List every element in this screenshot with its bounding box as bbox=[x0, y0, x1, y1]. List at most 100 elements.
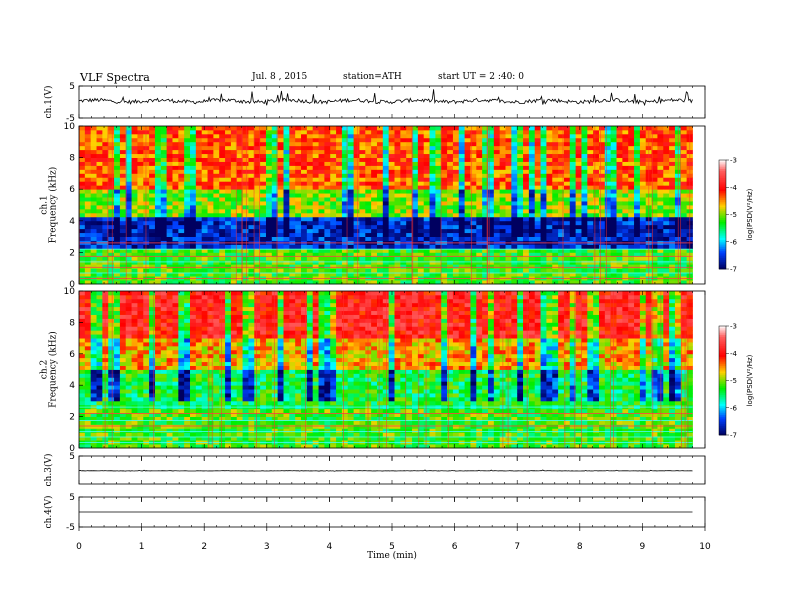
spectrogram-cell bbox=[330, 201, 337, 206]
spectrogram-cell bbox=[330, 252, 337, 257]
spectrogram-cell bbox=[172, 260, 179, 265]
spectrogram-cell bbox=[511, 181, 518, 186]
spectrogram-cell bbox=[569, 212, 577, 218]
spectrogram-cell bbox=[190, 137, 197, 143]
spectrogram-cell bbox=[365, 165, 372, 170]
spectrogram-cell bbox=[552, 236, 559, 241]
spectrogram-cell bbox=[569, 197, 577, 202]
spectrogram-cell bbox=[669, 216, 676, 222]
spectrogram-cell bbox=[499, 137, 506, 143]
spectrogram-cell bbox=[569, 137, 577, 143]
spectrogram-cell bbox=[154, 129, 162, 135]
spectrogram-cell bbox=[201, 161, 208, 166]
spectrogram-cell bbox=[225, 126, 232, 131]
spectrogram-cell bbox=[201, 197, 208, 202]
spectrogram-cell bbox=[190, 232, 197, 237]
spectrogram-cell bbox=[301, 149, 308, 155]
spectrogram-cell bbox=[248, 141, 255, 147]
spectrogram-cell bbox=[201, 193, 208, 198]
spectrogram-cell bbox=[376, 145, 384, 151]
spectrogram-cell bbox=[493, 272, 501, 277]
spectrogram-cell bbox=[230, 161, 238, 166]
spectrogram-cell bbox=[114, 161, 121, 166]
spectrogram-cell bbox=[96, 137, 103, 143]
spectrogram-cell bbox=[242, 141, 249, 147]
spectrogram-cell bbox=[382, 165, 390, 170]
spectrogram-cell bbox=[400, 205, 407, 210]
spectrogram-cell bbox=[277, 157, 284, 162]
spectrogram-cell bbox=[663, 280, 670, 285]
spectrogram-cell bbox=[423, 216, 430, 222]
spectrogram-cell bbox=[178, 181, 185, 186]
spectrogram-cell bbox=[365, 149, 372, 155]
spectrogram-cell bbox=[365, 208, 372, 214]
spectrogram-cell bbox=[628, 165, 635, 170]
spectrogram-cell bbox=[394, 126, 401, 131]
spectrogram-cell bbox=[265, 201, 273, 206]
spectrogram-cell bbox=[108, 268, 115, 273]
spectrogram-cell bbox=[628, 177, 635, 182]
spectrogram-cell bbox=[394, 141, 401, 147]
spectrogram-cell bbox=[663, 208, 670, 214]
spectrogram-cell bbox=[511, 149, 518, 155]
spectrogram-cell bbox=[312, 133, 319, 139]
spectrogram-cell bbox=[90, 264, 97, 269]
spectrogram-cell bbox=[540, 149, 547, 155]
spectrogram-cell bbox=[289, 197, 296, 202]
spectrogram-cell bbox=[575, 173, 582, 178]
spectrogram-cell bbox=[388, 212, 395, 218]
spectrogram-cell bbox=[242, 181, 249, 186]
spectrogram-cell bbox=[131, 349, 138, 355]
spectrogram-cell bbox=[295, 228, 302, 234]
spectrogram-cell bbox=[610, 157, 617, 162]
spectrogram-cell bbox=[102, 228, 109, 234]
spectrogram-cell bbox=[225, 260, 232, 265]
spectrogram-cell bbox=[628, 224, 635, 230]
spectrogram-cell bbox=[593, 212, 600, 218]
spectrogram-cell bbox=[376, 157, 384, 162]
spectrogram-cell bbox=[154, 428, 162, 433]
spectrogram-cell bbox=[195, 208, 203, 214]
spectrogram-cell bbox=[382, 137, 390, 143]
spectrogram-cell bbox=[283, 133, 290, 139]
spectrogram-cell bbox=[236, 205, 243, 210]
spectrogram-cell bbox=[423, 161, 430, 166]
spectrogram-cell bbox=[190, 252, 197, 257]
spectrogram-cell bbox=[365, 260, 372, 265]
spectrogram-cell bbox=[295, 153, 302, 158]
spectrogram-cell bbox=[114, 318, 121, 323]
spectrogram-cell bbox=[166, 224, 173, 230]
spectrogram-cell bbox=[283, 153, 290, 158]
spectrogram-cell bbox=[137, 298, 144, 304]
spectrogram-cell bbox=[499, 193, 506, 198]
spectrogram-cell bbox=[271, 208, 279, 214]
spectrogram-cell bbox=[493, 197, 501, 202]
spectrogram-cell bbox=[435, 157, 442, 162]
spectrogram-cell bbox=[143, 298, 150, 304]
spectrogram-cell bbox=[406, 153, 413, 158]
spectrogram-cell bbox=[213, 268, 220, 273]
spectrogram-cell bbox=[166, 260, 173, 265]
spectrogram-cell bbox=[84, 365, 92, 370]
spectrogram-cell bbox=[219, 145, 226, 151]
spectrogram-cell bbox=[388, 185, 395, 190]
spectrogram-cell bbox=[499, 208, 506, 214]
spectrogram-cell bbox=[289, 149, 296, 155]
spectrogram-cell bbox=[125, 264, 132, 269]
spectrogram-cell bbox=[341, 189, 349, 194]
spectrogram-cell bbox=[359, 205, 366, 210]
spectrogram-cell bbox=[628, 205, 635, 210]
spectrogram-cell bbox=[394, 212, 401, 218]
spectrogram-cell bbox=[96, 244, 103, 249]
spectrogram-cell bbox=[271, 201, 279, 206]
spectrogram-cell bbox=[593, 126, 600, 131]
spectrogram-cell bbox=[184, 185, 191, 190]
spectrogram-cell bbox=[563, 224, 571, 230]
spectrogram-cell bbox=[149, 129, 156, 135]
spectrogram-cell bbox=[587, 141, 594, 147]
spectrogram-cell bbox=[295, 256, 302, 261]
spectrogram-cell bbox=[376, 256, 384, 261]
spectrogram-cell bbox=[225, 129, 232, 135]
spectrogram-cell bbox=[236, 169, 243, 174]
spectrogram-cell bbox=[172, 216, 179, 222]
